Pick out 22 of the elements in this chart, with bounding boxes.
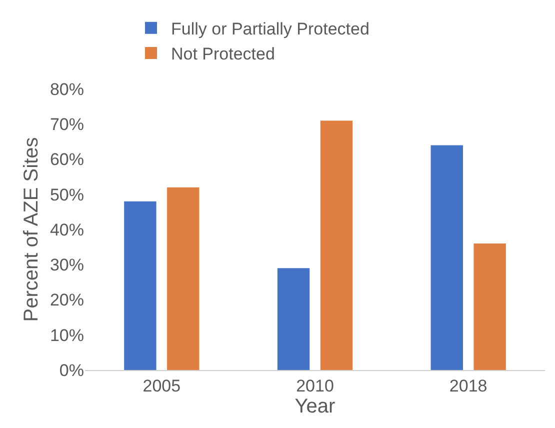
y-tick-label: 50% [50, 185, 84, 204]
y-tick-label: 0% [59, 360, 84, 380]
legend-label: Fully or Partially Protected [171, 20, 370, 38]
y-tick-label: 60% [50, 150, 84, 170]
bar [277, 268, 310, 370]
bar [430, 145, 463, 370]
y-tick-label: 20% [50, 290, 84, 310]
bar [124, 201, 156, 370]
y-tick-label: 40% [50, 220, 84, 240]
y-tick-label: 70% [50, 115, 84, 134]
bar [320, 120, 353, 370]
y-tick-label: 30% [50, 256, 84, 275]
bar [474, 244, 506, 370]
legend-label: Not Protected [171, 44, 275, 64]
x-tick-label: 2005 [142, 376, 181, 396]
x-tick-label: 2010 [296, 376, 334, 396]
x-tick-label: 2018 [449, 376, 488, 396]
bar [167, 187, 200, 370]
y-tick-label: 80% [50, 80, 84, 99]
y-tick-label: 10% [50, 326, 84, 345]
x-axis-title: Year [294, 395, 336, 418]
y-axis-title: Percent of AZE Sites [20, 137, 42, 322]
